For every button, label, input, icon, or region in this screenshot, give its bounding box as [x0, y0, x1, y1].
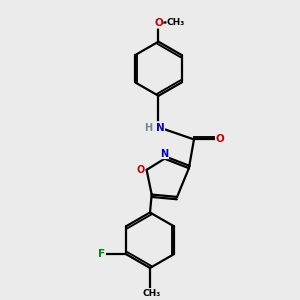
Text: F: F	[98, 249, 105, 259]
Text: H: H	[144, 123, 152, 133]
Text: O: O	[154, 18, 163, 28]
Text: O: O	[216, 134, 225, 144]
Text: N: N	[156, 123, 164, 133]
Text: N: N	[160, 148, 169, 159]
Text: CH₃: CH₃	[167, 18, 185, 27]
Text: O: O	[136, 165, 145, 175]
Text: CH₃: CH₃	[142, 289, 161, 298]
